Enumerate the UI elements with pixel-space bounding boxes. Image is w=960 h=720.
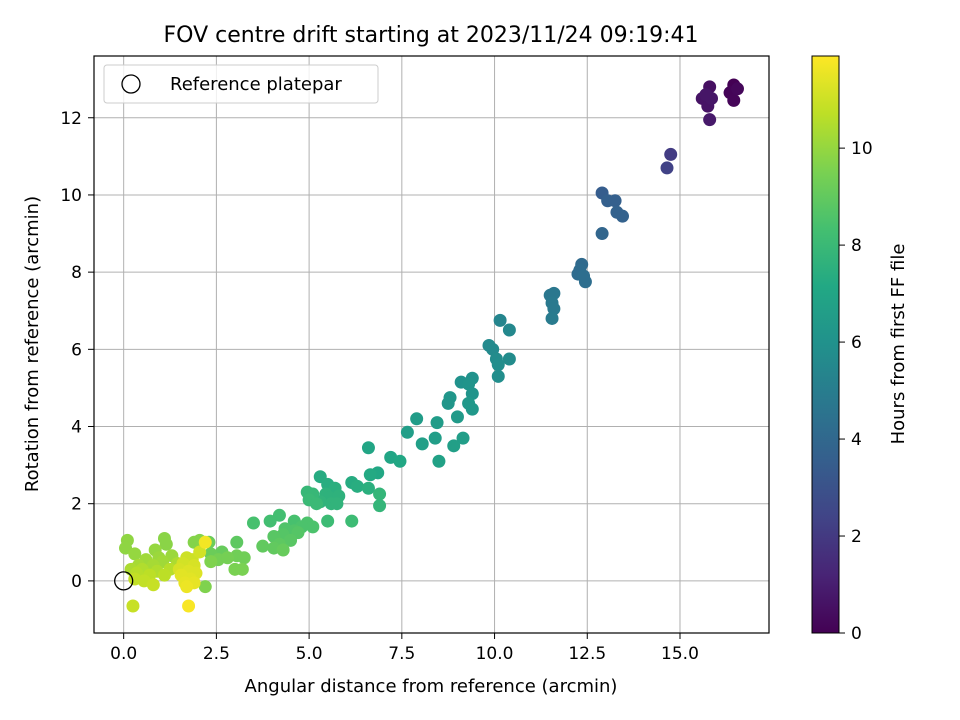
data-points: [114, 78, 744, 613]
data-point: [400, 425, 414, 439]
x-tick-label: 12.5: [568, 644, 606, 664]
data-point: [180, 580, 194, 594]
x-axis-label: Angular distance from reference (arcmin): [245, 676, 618, 697]
data-point: [237, 551, 251, 565]
x-tick-label: 7.5: [388, 644, 415, 664]
data-point: [256, 539, 270, 553]
data-point: [119, 541, 133, 555]
data-point: [595, 227, 609, 241]
data-point: [198, 535, 212, 549]
data-point: [493, 313, 507, 327]
data-point: [660, 161, 674, 175]
data-point: [361, 441, 375, 455]
x-tick-label: 15.0: [661, 644, 699, 664]
data-point: [230, 535, 244, 549]
data-point: [428, 431, 442, 445]
data-point: [330, 497, 344, 511]
data-point: [193, 545, 207, 559]
data-point: [221, 551, 235, 565]
colorbar-tick-label: 6: [851, 333, 862, 353]
data-point: [182, 599, 196, 613]
y-tick-label: 10: [60, 186, 82, 206]
data-point: [441, 396, 455, 410]
data-point: [699, 88, 713, 102]
y-tick-label: 6: [71, 340, 82, 360]
x-axis-ticks: 0.0 2.5 5.0 7.5 10.0 12.5 15.0: [110, 633, 699, 664]
data-point: [664, 147, 678, 161]
data-point: [235, 562, 249, 576]
data-point: [730, 82, 744, 96]
legend-label-reference: Reference platepar: [170, 74, 342, 95]
colorbar-tick-label: 8: [851, 236, 862, 256]
data-point: [263, 514, 277, 528]
data-point: [703, 113, 717, 127]
data-point: [545, 311, 559, 325]
legend-frame: [103, 64, 379, 104]
y-axis-ticks: 0 2 4 6 8 10 12: [60, 109, 94, 592]
data-point: [373, 499, 387, 513]
chart-title: FOV centre drift starting at 2023/11/24 …: [164, 23, 699, 48]
data-point: [547, 302, 561, 316]
data-point: [276, 543, 290, 557]
data-point: [272, 508, 286, 522]
x-tick-label: 5.0: [296, 644, 323, 664]
data-point: [204, 555, 218, 569]
data-point: [502, 323, 516, 337]
data-point: [321, 514, 335, 528]
colorbar-tick-label: 10: [851, 139, 873, 159]
data-point: [157, 568, 171, 582]
data-point: [126, 599, 140, 613]
x-tick-label: 2.5: [203, 644, 230, 664]
colorbar-tick-label: 4: [851, 430, 862, 450]
data-point: [159, 537, 173, 551]
data-point: [491, 369, 505, 383]
data-point: [393, 454, 407, 468]
data-point: [502, 352, 516, 366]
colorbar-ticks: 0 2 4 6 8 10: [839, 139, 873, 644]
data-point: [310, 497, 324, 511]
y-tick-label: 8: [71, 263, 82, 283]
data-point: [345, 514, 359, 528]
data-point: [456, 431, 470, 445]
y-tick-label: 0: [71, 572, 82, 592]
data-point: [373, 487, 387, 501]
data-point: [430, 416, 444, 430]
data-point: [432, 454, 446, 468]
data-point: [450, 410, 464, 424]
data-point: [491, 358, 505, 372]
colorbar-tick-label: 0: [851, 624, 862, 644]
legend-marker-reference: [121, 74, 141, 94]
data-point: [616, 209, 630, 223]
data-point: [410, 412, 424, 426]
data-point: [608, 194, 622, 208]
colorbar-label: Hours from first FF file: [888, 244, 909, 445]
data-point: [284, 533, 298, 547]
plot-frame: [93, 55, 770, 634]
data-point: [198, 580, 212, 594]
x-tick-label: 0.0: [110, 644, 137, 664]
colorbar-tick-label: 2: [851, 527, 862, 547]
data-point: [128, 547, 142, 561]
legend: Reference platepar: [103, 64, 379, 104]
x-tick-label: 10.0: [476, 644, 514, 664]
data-point: [447, 439, 461, 453]
data-point: [246, 516, 260, 530]
data-point: [361, 481, 375, 495]
y-tick-label: 12: [60, 109, 82, 129]
data-point: [415, 437, 429, 451]
data-point: [547, 286, 561, 300]
data-point: [146, 578, 160, 592]
data-point: [306, 520, 320, 534]
reference-platepar-marker: [114, 571, 134, 591]
colorbar: [811, 55, 840, 634]
data-point: [350, 479, 364, 493]
y-tick-label: 2: [71, 495, 82, 515]
y-axis-label: Rotation from reference (arcmin): [22, 196, 43, 492]
y-tick-label: 4: [71, 418, 82, 438]
data-point: [363, 468, 377, 482]
data-point: [578, 275, 592, 289]
data-point: [465, 402, 479, 416]
data-point: [727, 93, 741, 107]
